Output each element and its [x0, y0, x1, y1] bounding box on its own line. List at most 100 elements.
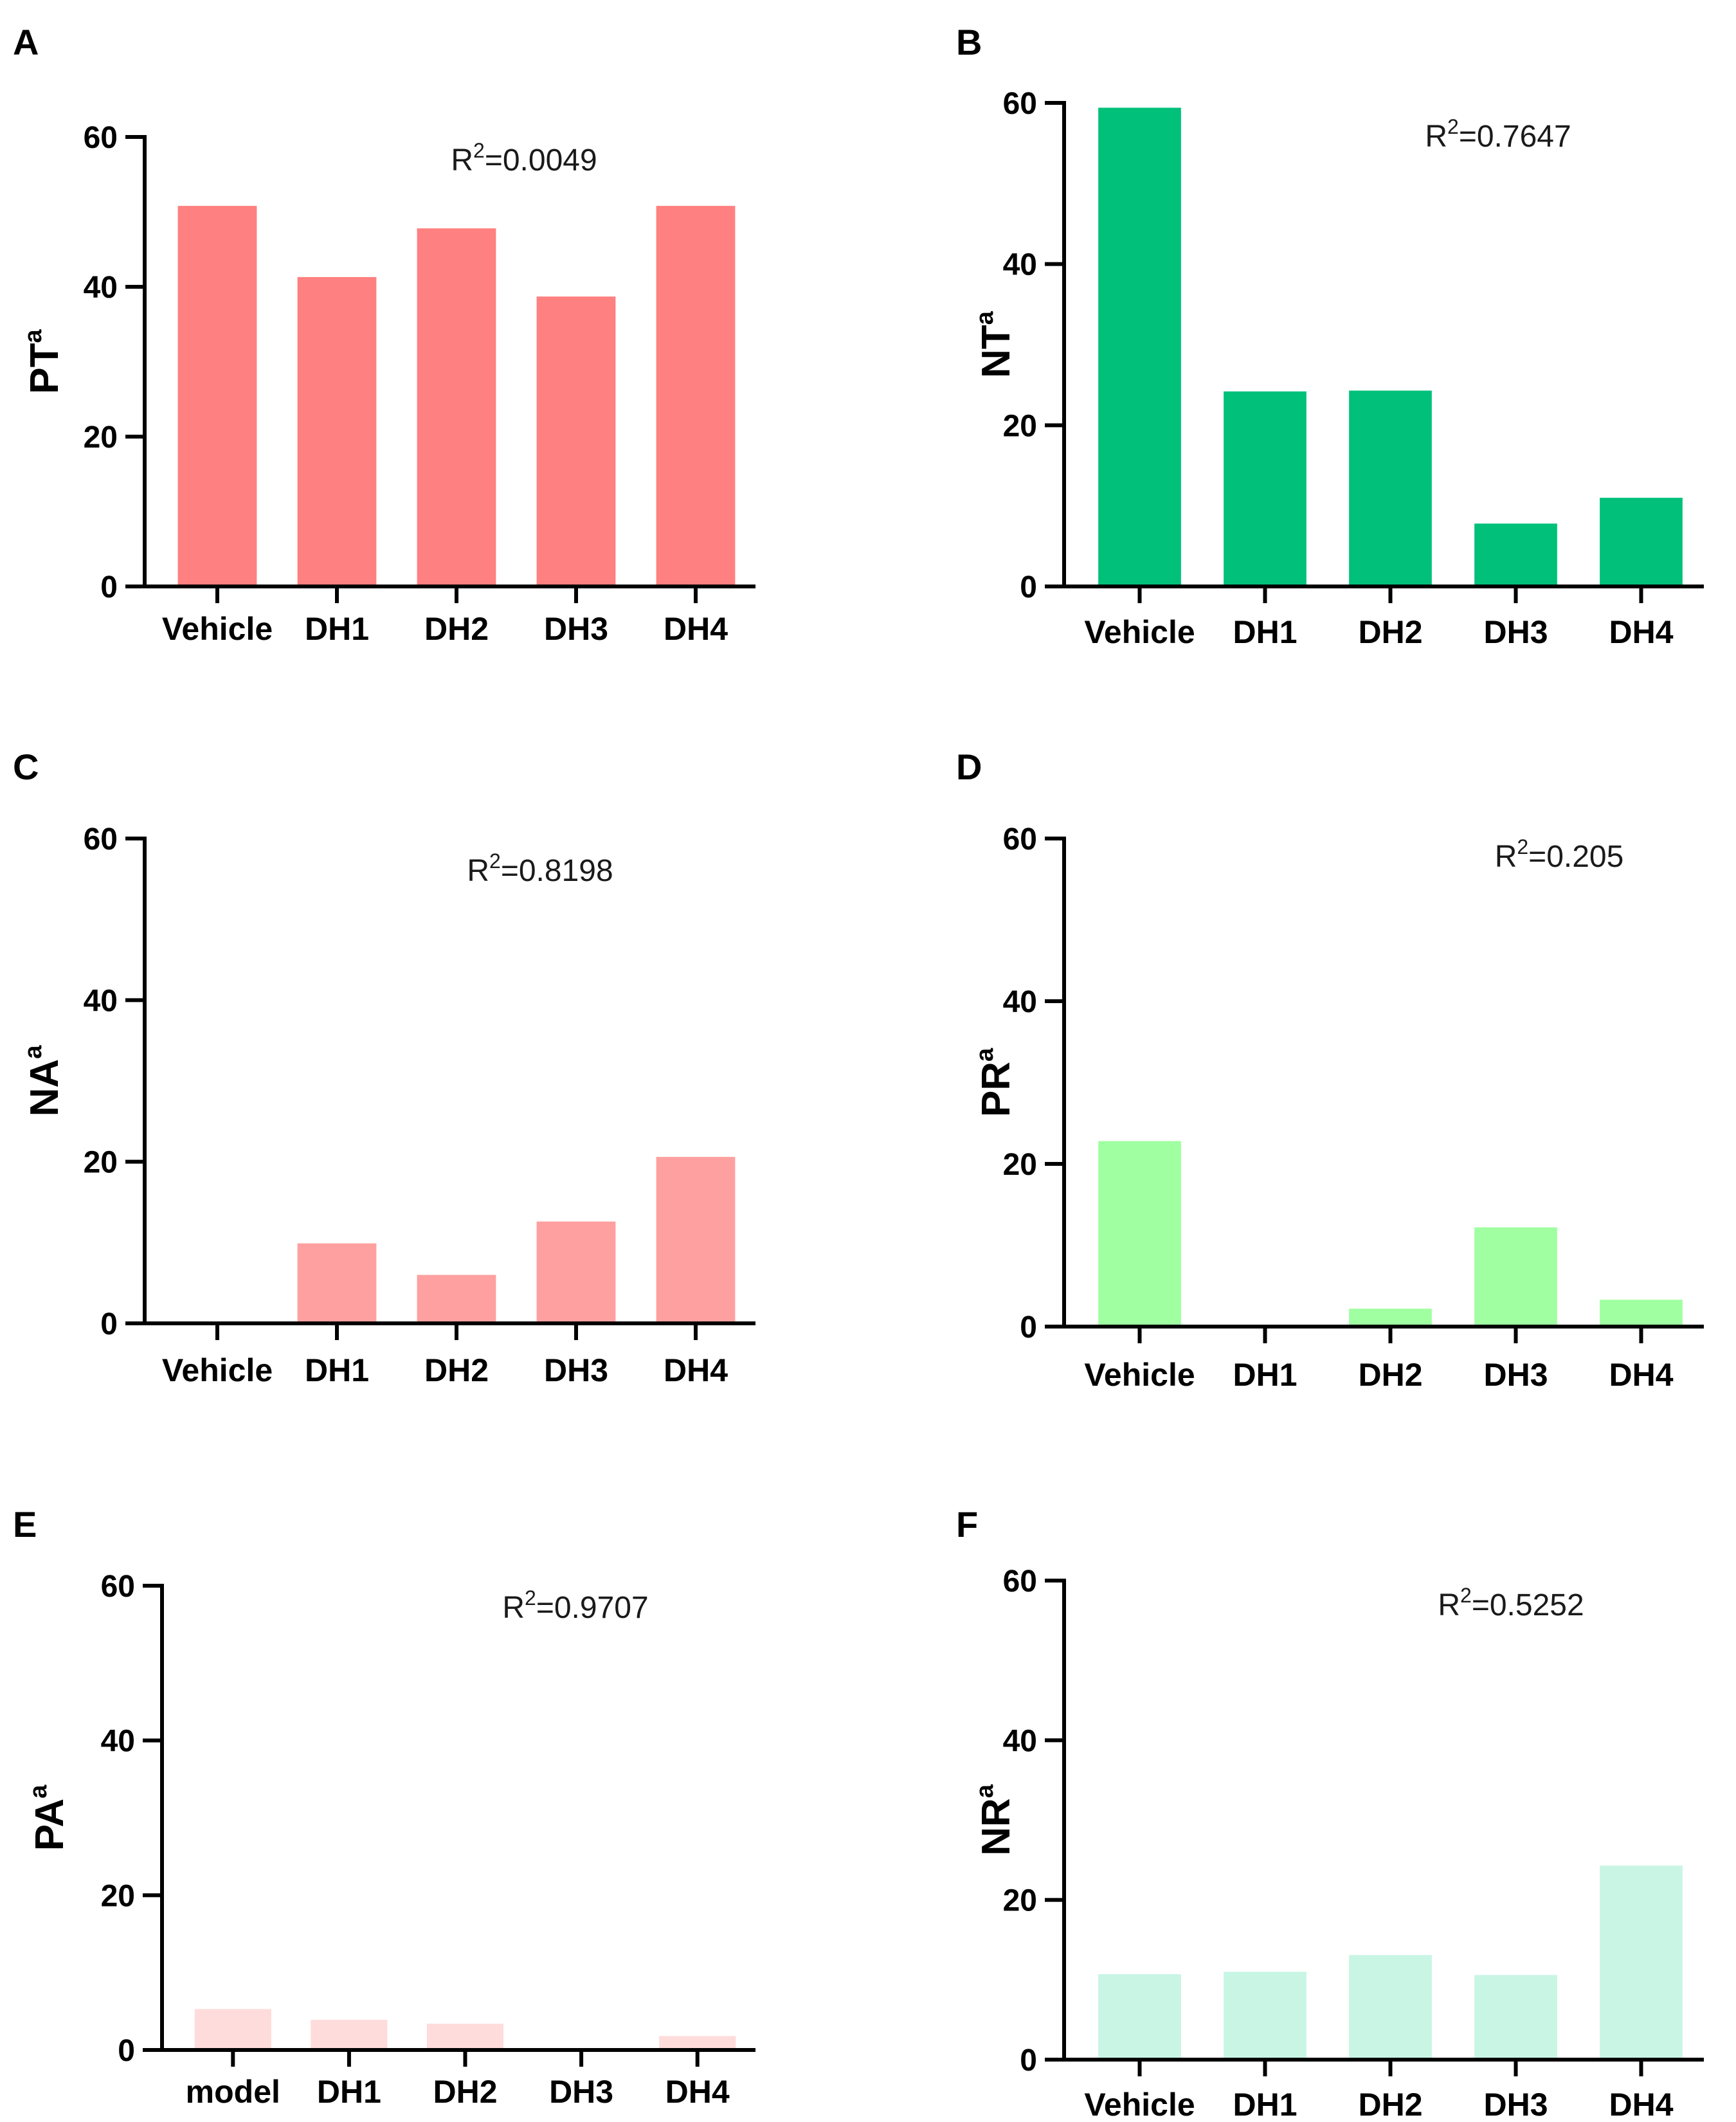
x-tick-label: Vehicle [162, 611, 273, 647]
y-axis-label: PTa [20, 329, 67, 394]
bar-dh3 [1474, 1975, 1557, 2060]
y-tick-label: 40 [101, 1725, 135, 1759]
y-tick-label: 40 [1003, 248, 1037, 282]
bar-dh2 [1349, 1955, 1432, 2060]
bar-dh4 [1600, 1865, 1683, 2060]
bar-dh3 [536, 1221, 616, 1323]
y-tick-label: 60 [101, 1570, 135, 1604]
bar-dh1 [297, 277, 377, 586]
r2-annotation: R2=0.8198 [467, 849, 613, 888]
x-tick-label: DH1 [305, 1352, 369, 1388]
panel-c: C Vehicle DH1 DH2 DH3 DH4 0 20 40 60 NAa R2=0.8198 [13, 747, 755, 1388]
x-tick-label: DH3 [549, 2074, 613, 2110]
bar-vehicle [1098, 1141, 1181, 1327]
panel-b: B Vehicle DH1 DH2 DH3 DH4 0 20 40 60 NTa R2=0.7647 [956, 22, 1704, 650]
bar-dh3 [1474, 523, 1557, 586]
bar-vehicle [177, 206, 257, 586]
y-axis-label: NRa [972, 1784, 1018, 1856]
y-tick-label: 40 [1003, 1724, 1037, 1758]
x-tick-label: DH3 [1483, 614, 1548, 650]
y-axis-label: PRa [972, 1047, 1018, 1117]
y-tick-label: 60 [1003, 822, 1037, 857]
y-tick-label: 40 [84, 271, 118, 305]
y-tick-label: 60 [84, 822, 118, 857]
panel-letter: F [956, 1504, 978, 1545]
x-tick-label: Vehicle [1084, 614, 1195, 650]
y-tick-label: 20 [84, 1146, 118, 1180]
bar-dh4 [656, 1157, 736, 1323]
y-tick-label: 40 [1003, 985, 1037, 1019]
x-tick-label: DH3 [544, 611, 608, 647]
bar-dh2 [426, 2024, 504, 2050]
panel-letter: E [13, 1504, 37, 1545]
x-tick-label: DH4 [1609, 1357, 1673, 1393]
panel-letter: B [956, 22, 982, 62]
x-tick-label: Vehicle [1084, 1357, 1195, 1393]
panel-letter: D [956, 747, 982, 787]
panel-letter: A [13, 22, 39, 62]
y-axis-label: NAa [20, 1045, 67, 1117]
y-tick-label: 0 [1020, 1310, 1037, 1345]
r2-annotation: R2=0.7647 [1425, 115, 1571, 154]
bar-dh1 [1224, 391, 1307, 586]
bar-dh2 [417, 1274, 496, 1323]
y-tick-label: 60 [1003, 87, 1037, 121]
r2-annotation: R2=0.9707 [502, 1586, 648, 1625]
panel-d: D Vehicle DH1 DH2 DH3 DH4 0 20 40 60 PRa R2=0.205 [956, 747, 1704, 1393]
y-tick-label: 40 [84, 984, 118, 1018]
y-axis-label: NTa [972, 311, 1018, 378]
x-tick-label: DH2 [424, 1352, 489, 1388]
x-tick-label: Vehicle [162, 1352, 273, 1388]
x-tick-label: DH3 [1483, 1357, 1548, 1393]
x-tick-label: DH3 [1483, 2087, 1548, 2122]
x-tick-label: Vehicle [1084, 2087, 1195, 2122]
x-tick-label: DH1 [1233, 1357, 1297, 1393]
y-tick-label: 20 [1003, 1148, 1037, 1182]
y-tick-label: 20 [1003, 1884, 1037, 1918]
x-tick-label: DH1 [1233, 2087, 1297, 2122]
x-tick-label: DH2 [433, 2074, 497, 2110]
y-tick-label: 60 [84, 121, 118, 155]
panel-f: F Vehicle DH1 DH2 DH3 DH4 0 20 40 60 NRa R2=0.5252 [956, 1504, 1704, 2122]
bar-dh3 [536, 296, 616, 586]
y-tick-label: 20 [84, 421, 118, 455]
x-tick-label: DH3 [544, 1352, 608, 1388]
bar-dh4 [1600, 1300, 1683, 1327]
x-tick-label: DH4 [1609, 2087, 1673, 2122]
x-tick-label: DH4 [664, 1352, 728, 1388]
x-tick-label: DH4 [1609, 614, 1673, 650]
y-tick-label: 60 [1003, 1564, 1037, 1599]
x-tick-label: DH1 [317, 2074, 381, 2110]
y-tick-label: 20 [1003, 409, 1037, 443]
bar-vehicle [1098, 1974, 1181, 2060]
x-tick-label: DH2 [1358, 614, 1422, 650]
bar-dh1 [297, 1243, 377, 1323]
x-tick-label: DH4 [664, 611, 728, 647]
r2-annotation: R2=0.205 [1495, 835, 1624, 874]
bar-dh4 [656, 206, 736, 586]
y-tick-label: 0 [100, 570, 118, 604]
r2-annotation: R2=0.0049 [451, 139, 597, 177]
panel-a: A Vehicle DH1 DH2 DH3 DH4 0 20 40 60 PTa R2=0.0049 [13, 22, 755, 647]
bar-model [194, 2009, 271, 2050]
x-tick-label: DH4 [665, 2074, 730, 2110]
x-tick-label: DH1 [305, 611, 369, 647]
x-tick-label: DH2 [1358, 1357, 1422, 1393]
y-tick-label: 0 [100, 1307, 118, 1341]
panel-letter: C [13, 747, 39, 787]
bar-dh2 [417, 228, 496, 586]
y-tick-label: 0 [118, 2034, 135, 2068]
bar-dh2 [1349, 390, 1432, 586]
y-tick-label: 0 [1020, 2044, 1037, 2078]
x-tick-label: DH1 [1233, 614, 1297, 650]
y-tick-label: 20 [101, 1879, 135, 1913]
x-tick-label: model [186, 2074, 280, 2110]
bar-dh2 [1349, 1309, 1432, 1327]
bar-dh1 [311, 2020, 388, 2050]
r2-annotation: R2=0.5252 [1438, 1584, 1584, 1622]
bar-dh3 [1474, 1227, 1557, 1327]
y-tick-label: 0 [1020, 570, 1037, 604]
bar-vehicle [1098, 107, 1181, 586]
